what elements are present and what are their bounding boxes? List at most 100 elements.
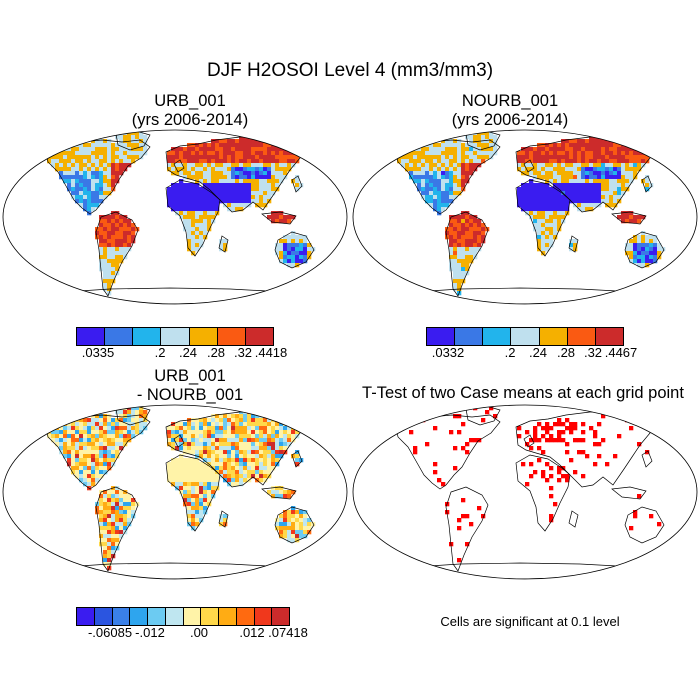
colorbar-label: .2 xyxy=(154,345,166,360)
coastline-eurasia xyxy=(165,411,301,488)
colorbar-nourb xyxy=(426,327,624,346)
coastline-southAmerica xyxy=(445,486,489,572)
globe-outline xyxy=(352,129,698,305)
colorbar-segment xyxy=(236,608,255,625)
map-urb xyxy=(2,129,348,305)
colorbar-label: .0332 xyxy=(431,345,465,360)
colorbar-segment xyxy=(94,608,113,625)
panel-title-ttest: T-Test of two Case means at each grid po… xyxy=(362,384,684,402)
coastline-northAmerica xyxy=(395,139,501,215)
coastline-indonesia xyxy=(611,486,647,500)
colorbar-label: -.06085 xyxy=(87,625,133,640)
colorbar-label: .28 xyxy=(556,345,576,360)
colorbar-label: .24 xyxy=(528,345,548,360)
colorbar-segment xyxy=(254,608,273,625)
colorbar-segment xyxy=(148,608,166,625)
coastline-africa xyxy=(515,179,571,257)
coastline-madagascar xyxy=(568,510,579,528)
colorbar-segment xyxy=(189,328,218,345)
colorbar-segment xyxy=(133,328,162,345)
coastline-northAmerica xyxy=(45,414,151,490)
colorbar-label: -.012 xyxy=(135,625,165,640)
colorbar-segment xyxy=(511,328,540,345)
coastline-eurasia xyxy=(165,136,301,213)
colorbar-segment xyxy=(272,608,289,625)
colorbar-label: .32 xyxy=(583,345,603,360)
coastline-madagascar xyxy=(568,235,579,253)
colorbar-segment xyxy=(77,328,106,345)
significance-note: Cells are significant at 0.1 level xyxy=(440,614,620,629)
colorbar-segment xyxy=(219,608,237,625)
coastline-africa xyxy=(165,454,221,532)
colorbar-label: .4418 xyxy=(254,345,288,360)
colorbar-segment xyxy=(77,608,95,625)
coastline-japan xyxy=(291,175,303,193)
colorbar-label: .28 xyxy=(206,345,226,360)
coastline-australia xyxy=(624,506,665,544)
colorbar-segment xyxy=(130,608,148,625)
coastline-southAmerica xyxy=(445,211,489,297)
coastline-eurasia xyxy=(515,411,651,488)
colorbar-segment xyxy=(455,328,484,345)
coastline-eurasia xyxy=(515,136,651,213)
page-title: DJF H2OSOI Level 4 (mm3/mm3) xyxy=(206,60,494,81)
colorbar-segment xyxy=(201,608,219,625)
coastline-indonesia xyxy=(261,211,297,225)
coastline-australia xyxy=(274,506,315,544)
colorbar-label: .24 xyxy=(178,345,198,360)
colorbar-segment xyxy=(165,608,184,625)
colorbar-urb xyxy=(76,327,274,346)
colorbar-segment xyxy=(217,328,246,345)
coastline-madagascar xyxy=(218,510,229,528)
coastline-africa xyxy=(515,454,571,532)
coastline-antarctica xyxy=(409,562,641,579)
coastline-japan xyxy=(291,450,303,468)
colorbar-label: .07418 xyxy=(268,625,308,640)
coastline-australia xyxy=(274,231,315,269)
coastline-northAmerica xyxy=(45,139,151,215)
panel-title-line2: (yrs 2006-2014) xyxy=(451,111,569,129)
coastline-southAmerica xyxy=(95,486,139,572)
coastline-uk xyxy=(523,159,535,173)
globe-outline xyxy=(2,129,348,305)
coastline-australia xyxy=(624,231,665,269)
colorbar-segment xyxy=(105,328,134,345)
map-ttest xyxy=(352,404,698,580)
coastline-indonesia xyxy=(611,211,647,225)
colorbar-segment xyxy=(245,328,273,345)
coastline-southAmerica xyxy=(95,211,139,297)
coastline-japan xyxy=(641,175,653,193)
coastline-japan xyxy=(641,450,653,468)
colorbar-segment xyxy=(427,328,456,345)
coastline-antarctica xyxy=(59,562,291,579)
coastline-indonesia xyxy=(261,486,297,500)
panel-title-urb: URB_001 (yrs 2006-2014) xyxy=(50,92,330,130)
panel-title-nourb: NOURB_001 (yrs 2006-2014) xyxy=(370,92,650,130)
map-diff xyxy=(2,404,348,580)
colorbar-diff xyxy=(76,607,290,626)
colorbar-segment xyxy=(183,608,202,625)
coastline-antarctica xyxy=(59,287,291,304)
panel-title-line2: - NOURB_001 xyxy=(136,386,244,404)
coastline-uk xyxy=(523,434,535,448)
colorbar-segment xyxy=(483,328,512,345)
colorbar-segment xyxy=(539,328,568,345)
colorbar-label: .00 xyxy=(189,625,209,640)
coastline-madagascar xyxy=(218,235,229,253)
colorbar-segment xyxy=(112,608,131,625)
coastline-antarctica xyxy=(409,287,641,304)
coastline-africa xyxy=(165,179,221,257)
colorbar-label: .012 xyxy=(239,625,265,640)
globe-outline xyxy=(352,404,698,580)
coastline-northAmerica xyxy=(395,414,501,490)
panel-title-line1: URB_001 xyxy=(154,367,226,385)
colorbar-label: .2 xyxy=(504,345,516,360)
colorbar-segment xyxy=(595,328,623,345)
colorbar-segment xyxy=(567,328,596,345)
coastline-uk xyxy=(173,159,185,173)
globe-outline xyxy=(2,404,348,580)
panel-title-line2: (yrs 2006-2014) xyxy=(131,111,249,129)
coastline-uk xyxy=(173,434,185,448)
panel-title-diff: URB_001 - NOURB_001 xyxy=(50,367,330,405)
panel-title-line1: NOURB_001 xyxy=(461,92,559,110)
